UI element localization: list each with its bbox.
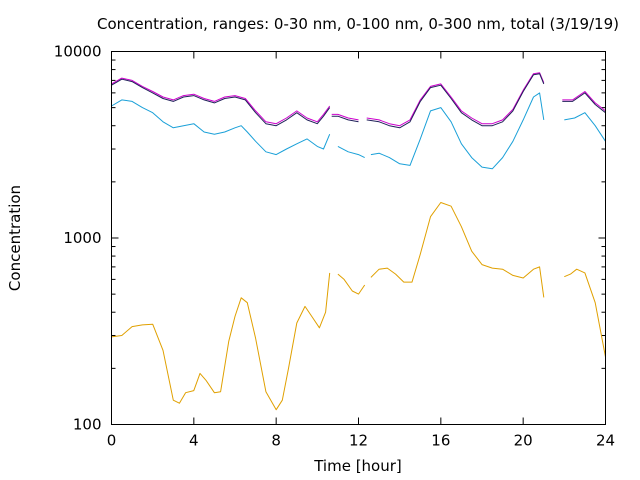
x-axis-label: Time [hour] (313, 457, 402, 475)
series-line (366, 73, 545, 129)
series-4 (111, 73, 606, 129)
series-1 (111, 202, 606, 411)
series-line (370, 92, 545, 170)
y-tick-label: 100 (73, 416, 102, 434)
series-line (331, 115, 359, 123)
chart-title: Concentration, ranges: 0-30 nm, 0-100 nm… (97, 15, 619, 33)
series-line (564, 268, 606, 358)
series-3 (111, 72, 606, 127)
series-2 (111, 92, 606, 170)
series-line (337, 273, 366, 295)
y-axis-label: Concentration (6, 185, 24, 291)
x-tick-label: 4 (189, 432, 199, 450)
series-line (111, 99, 331, 156)
series-line (562, 91, 606, 112)
series-line (111, 272, 331, 411)
x-tick-label: 24 (596, 432, 615, 450)
x-tick-label: 12 (349, 432, 368, 450)
y-tick-label: 10000 (54, 43, 102, 61)
x-tick-label: 20 (514, 432, 533, 450)
x-tick-label: 0 (107, 432, 117, 450)
series-line (564, 112, 606, 142)
series-line (337, 145, 365, 159)
series-line (331, 113, 359, 121)
series-line (111, 78, 331, 127)
plot-frame (111, 51, 606, 425)
y-tick-label: 1000 (63, 229, 101, 247)
x-tick-label: 8 (271, 432, 281, 450)
series-line (111, 77, 331, 125)
series-line (562, 92, 606, 114)
series-layer (111, 72, 606, 411)
series-line (370, 202, 545, 298)
series-line (366, 72, 545, 127)
x-tick-label: 16 (431, 432, 450, 450)
